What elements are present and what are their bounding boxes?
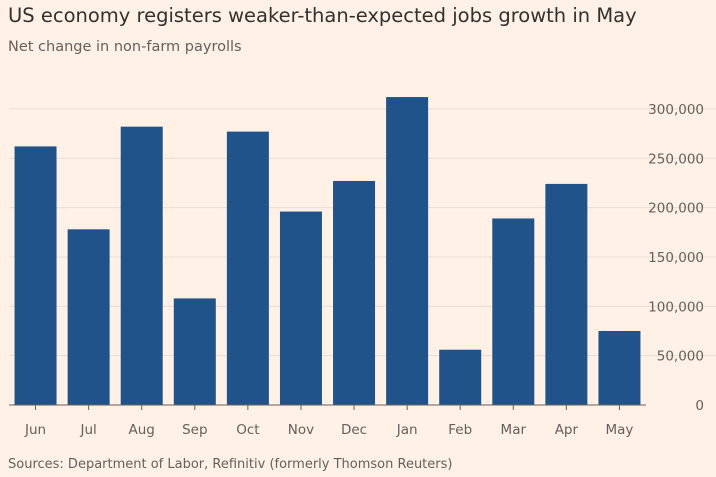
x-tick-label: Feb	[448, 422, 472, 438]
bar-feb	[439, 349, 482, 405]
x-tick-label: Apr	[555, 422, 579, 438]
y-tick-label: 250,000	[648, 151, 704, 167]
bar-jun	[14, 146, 57, 405]
x-tick-label: Jul	[79, 422, 96, 438]
y-tick-label: 50,000	[657, 349, 704, 365]
bar-nov	[279, 211, 322, 405]
x-tick-label: Aug	[129, 422, 155, 438]
y-tick-label: 300,000	[648, 102, 704, 118]
y-tick-label: 150,000	[648, 250, 704, 266]
x-tick-label: Dec	[341, 422, 367, 438]
bar-aug	[120, 126, 163, 405]
x-tick-label: May	[605, 422, 633, 438]
bar-oct	[226, 131, 269, 405]
chart-title: US economy registers weaker-than-expecte…	[8, 4, 637, 27]
bar-dec	[333, 180, 376, 405]
x-tick-label: Jan	[396, 422, 418, 438]
source-note: Sources: Department of Labor, Refinitiv …	[8, 457, 453, 472]
bar-jan	[386, 97, 429, 405]
bar-sep	[173, 298, 216, 405]
bar-mar	[492, 218, 535, 405]
y-tick-label: 200,000	[648, 201, 704, 217]
bar-apr	[545, 183, 588, 405]
chart-subtitle: Net change in non-farm payrolls	[8, 39, 242, 55]
bar-jul	[67, 229, 110, 405]
x-tick-label: Mar	[501, 422, 527, 438]
x-tick-label: Nov	[288, 422, 314, 438]
x-tick-label: Sep	[182, 422, 207, 438]
x-tick-label: Jun	[24, 422, 46, 438]
x-tick-label: Oct	[236, 422, 259, 438]
y-tick-label: 100,000	[648, 299, 704, 315]
bar-may	[598, 330, 641, 405]
y-tick-label: 0	[695, 398, 704, 414]
